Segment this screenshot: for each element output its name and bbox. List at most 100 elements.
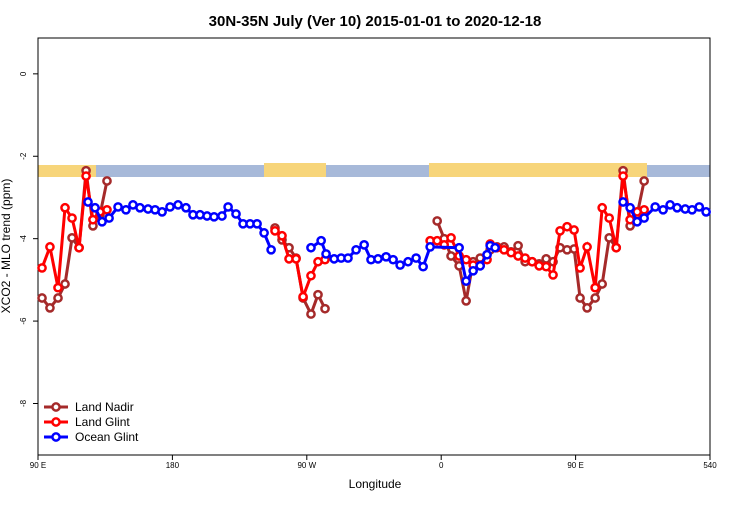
data-point bbox=[157, 207, 167, 217]
data-point bbox=[53, 282, 63, 293]
data-point bbox=[388, 254, 398, 265]
data-point bbox=[575, 263, 585, 273]
data-point bbox=[90, 202, 100, 213]
data-point bbox=[461, 296, 471, 306]
data-point bbox=[418, 261, 428, 272]
data-point bbox=[597, 202, 608, 213]
data-point bbox=[316, 235, 326, 246]
data-point bbox=[81, 171, 91, 181]
data-point bbox=[411, 253, 421, 263]
y-tick-label: -8 bbox=[19, 399, 28, 407]
data-point bbox=[53, 293, 63, 303]
data-point bbox=[548, 270, 558, 280]
data-point bbox=[298, 291, 308, 302]
data-point bbox=[575, 293, 585, 303]
data-point bbox=[351, 244, 361, 255]
data-point bbox=[181, 202, 191, 213]
data-point bbox=[446, 251, 456, 261]
x-tick-label: 90 W bbox=[297, 461, 316, 470]
map-strip bbox=[38, 163, 710, 177]
data-point bbox=[582, 242, 592, 252]
y-tick-label: -6 bbox=[19, 317, 28, 325]
data-point bbox=[104, 213, 114, 223]
data-point bbox=[135, 202, 145, 213]
data-point bbox=[259, 228, 269, 238]
y-tick-label: -4 bbox=[19, 235, 28, 243]
data-point bbox=[88, 214, 98, 225]
data-point bbox=[60, 279, 70, 289]
data-point bbox=[231, 209, 241, 219]
data-point bbox=[320, 303, 330, 314]
data-point bbox=[313, 289, 323, 300]
data-point bbox=[650, 202, 661, 212]
data-point bbox=[67, 213, 77, 223]
data-point bbox=[541, 261, 552, 272]
data-point bbox=[672, 202, 682, 213]
data-point bbox=[658, 204, 668, 215]
data-point bbox=[343, 253, 353, 263]
data-point bbox=[639, 204, 649, 215]
data-point bbox=[45, 242, 55, 252]
data-point bbox=[291, 254, 301, 264]
data-point bbox=[482, 249, 492, 260]
data-point bbox=[618, 197, 628, 207]
plot-frame bbox=[37, 37, 711, 456]
legend-label: Land Nadir bbox=[75, 400, 134, 414]
data-point bbox=[611, 242, 622, 253]
y-axis-label: XCO2 - MLO trend (ppm) bbox=[0, 179, 13, 314]
data-point bbox=[590, 293, 601, 303]
x-tick-label: 540 bbox=[703, 461, 717, 470]
data-point bbox=[173, 200, 183, 210]
data-point bbox=[60, 202, 70, 213]
data-point bbox=[277, 230, 287, 241]
x-tick-label: 90 E bbox=[30, 461, 46, 470]
data-point bbox=[217, 211, 227, 221]
data-point bbox=[306, 309, 316, 319]
legend-swatch bbox=[51, 402, 61, 412]
data-point bbox=[639, 176, 649, 186]
data-point bbox=[618, 171, 628, 181]
data-point bbox=[513, 240, 523, 251]
data-point bbox=[597, 279, 608, 289]
data-point bbox=[113, 202, 123, 212]
data-point bbox=[266, 244, 276, 255]
data-point bbox=[403, 256, 413, 267]
data-point bbox=[632, 216, 642, 227]
data-point bbox=[83, 197, 93, 207]
data-point bbox=[373, 254, 383, 264]
data-point bbox=[454, 242, 464, 253]
data-point bbox=[37, 263, 47, 273]
data-point bbox=[45, 303, 55, 313]
series-line bbox=[40, 175, 108, 288]
data-point bbox=[223, 202, 233, 212]
data-point bbox=[461, 276, 471, 286]
data-point bbox=[67, 232, 77, 243]
data-point bbox=[121, 204, 131, 215]
data-point bbox=[604, 213, 615, 223]
land-strip bbox=[429, 163, 647, 177]
data-point bbox=[102, 176, 112, 186]
data-point bbox=[321, 249, 331, 259]
data-point bbox=[74, 242, 84, 253]
data-point bbox=[359, 240, 369, 250]
data-point bbox=[102, 204, 112, 215]
data-point bbox=[527, 256, 537, 267]
data-point bbox=[590, 282, 601, 293]
data-point bbox=[209, 211, 219, 222]
series bbox=[83, 197, 711, 286]
x-tick-label: 90 E bbox=[567, 461, 583, 470]
data-point bbox=[490, 242, 500, 253]
x-axis-label: Longitude bbox=[349, 477, 402, 491]
data-point bbox=[468, 265, 479, 276]
data-point bbox=[520, 253, 530, 263]
data-point bbox=[395, 260, 405, 270]
legend-label: Ocean Glint bbox=[75, 430, 139, 444]
data-point bbox=[625, 202, 635, 213]
chart-title: 30N-35N July (Ver 10) 2015-01-01 to 2020… bbox=[209, 13, 542, 30]
data-point bbox=[252, 218, 262, 229]
data-point bbox=[701, 207, 711, 217]
data-point bbox=[475, 261, 486, 271]
